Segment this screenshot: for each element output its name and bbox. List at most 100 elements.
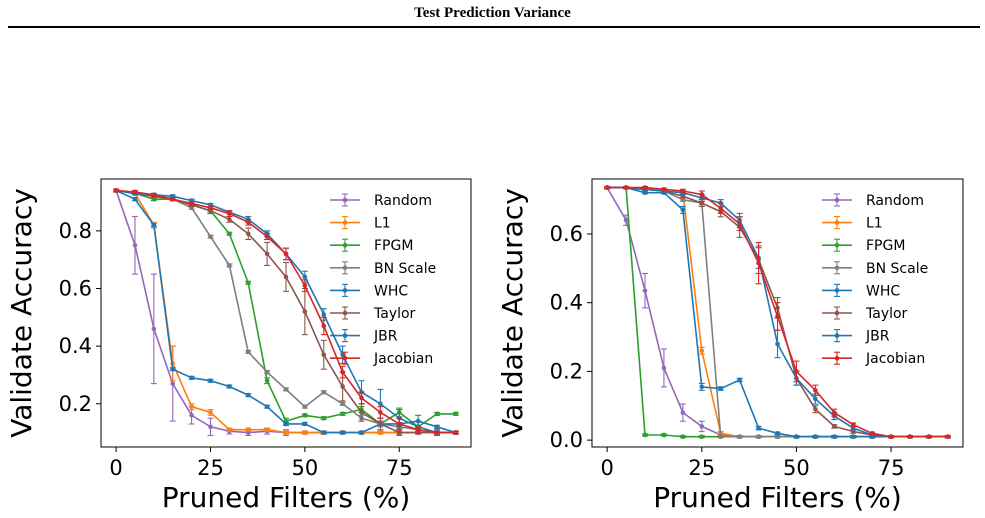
chart1-data-point bbox=[680, 410, 686, 415]
chart0-legend-label: BN Scale bbox=[374, 261, 436, 277]
chart0-data-point bbox=[434, 430, 440, 435]
chart0-data-point bbox=[434, 411, 440, 417]
chart0-data-point bbox=[264, 234, 270, 239]
chart0-data-point bbox=[170, 366, 176, 372]
chart1-legend-label: WHC bbox=[866, 283, 900, 299]
chart1-data-point bbox=[775, 341, 780, 347]
chart1-data-point bbox=[775, 430, 780, 436]
chart0-data-point bbox=[132, 242, 138, 248]
chart0-data-point bbox=[264, 378, 270, 384]
chart0-data-point bbox=[189, 375, 194, 381]
chart1-data-point bbox=[680, 207, 686, 213]
chart1-data-point bbox=[680, 434, 686, 439]
chart1-x-axis-label: Pruned Filters (%) bbox=[653, 481, 902, 514]
title-rule bbox=[8, 26, 980, 28]
chart0-legend-label: Random bbox=[374, 193, 432, 209]
chart0-data-point bbox=[283, 387, 289, 392]
chart1-data-point bbox=[699, 200, 705, 206]
chart1-data-point bbox=[813, 396, 818, 402]
chart0-data-point bbox=[227, 211, 232, 216]
chart0-data-point bbox=[283, 251, 289, 257]
chart0-data-point bbox=[434, 424, 440, 430]
chart0-y-tick-label: 0.8 bbox=[59, 219, 92, 243]
chart0-data-point bbox=[132, 189, 138, 195]
chart1-data-point bbox=[661, 432, 667, 438]
chart1-legend: Random L1 FPGM BN Scale WHC Taylor JBR Jacobian bbox=[822, 193, 928, 367]
chart1-data-point bbox=[813, 406, 818, 412]
chart0-x-tick-label: 50 bbox=[292, 456, 319, 480]
chart0-data-point bbox=[245, 280, 251, 286]
chart0-legend-label: JBR bbox=[373, 329, 398, 345]
chart1-data-point bbox=[794, 434, 799, 439]
chart1-data-point bbox=[831, 424, 837, 429]
chart0-data-point bbox=[208, 234, 213, 239]
chart0-data-point bbox=[283, 430, 289, 435]
chart1-data-point bbox=[756, 425, 761, 431]
chart1-data-point bbox=[945, 434, 951, 439]
chart0-data-point bbox=[208, 410, 213, 415]
chart1-legend-label: Jacobian bbox=[865, 351, 925, 367]
chart1-data-point bbox=[699, 192, 705, 197]
chart1-x-tick-label: 25 bbox=[688, 456, 715, 480]
chart1-data-point bbox=[850, 425, 856, 431]
chart1-data-point bbox=[907, 434, 913, 439]
chart1-data-point bbox=[642, 432, 648, 438]
chart1-series-jacobian bbox=[604, 185, 951, 439]
chart0-data-point bbox=[170, 196, 176, 202]
chart1-data-point bbox=[831, 434, 837, 439]
chart0-legend-label: L1 bbox=[374, 216, 391, 232]
chart0-data-point bbox=[227, 231, 232, 237]
chart1-data-point bbox=[737, 221, 742, 226]
chart0-data-point bbox=[245, 392, 251, 398]
chart0-data-point bbox=[113, 188, 119, 193]
chart0-data-point bbox=[283, 421, 289, 427]
chart0-legend-marker bbox=[342, 220, 348, 225]
chart0-x-axis-label: Pruned Filters (%) bbox=[162, 481, 411, 514]
chart0-data-point bbox=[302, 421, 308, 427]
chart0-x-tick-label: 0 bbox=[109, 456, 122, 480]
chart1-data-point bbox=[850, 434, 856, 439]
chart0-data-point bbox=[189, 413, 194, 418]
chart1-legend-marker bbox=[834, 220, 840, 225]
chart0-data-point bbox=[378, 401, 383, 407]
chart1-data-point bbox=[813, 434, 818, 439]
chart0-legend-marker bbox=[342, 265, 348, 271]
chart0-data-point bbox=[302, 430, 308, 435]
page-title: Test Prediction Variance bbox=[414, 5, 571, 21]
chart1-legend-label: BN Scale bbox=[866, 261, 928, 277]
chart0-legend-marker bbox=[342, 355, 348, 361]
chart1-data-point bbox=[680, 197, 686, 202]
chart0-data-point bbox=[227, 384, 232, 389]
chart1-legend-marker bbox=[834, 310, 840, 316]
chart1-data-point bbox=[661, 187, 667, 192]
chart1-y-axis-label: Validate Accuracy bbox=[496, 188, 529, 438]
chart1-data-point bbox=[642, 288, 648, 293]
chart0-data-point bbox=[245, 231, 251, 237]
chart1-x-tick-label: 75 bbox=[878, 456, 905, 480]
chart0-data-point bbox=[245, 349, 251, 355]
chart0-data-point bbox=[245, 219, 251, 225]
chart1-plot-frame bbox=[591, 178, 964, 448]
chart0-data-point bbox=[302, 404, 308, 409]
chart0-legend-marker bbox=[342, 242, 348, 248]
chart1-legend-label: JBR bbox=[865, 329, 890, 345]
chart0-legend-marker bbox=[342, 288, 348, 293]
chart1-data-point bbox=[718, 386, 724, 391]
chart0-data-point bbox=[340, 401, 345, 407]
chart0-data-point bbox=[359, 410, 364, 415]
chart1-data-point bbox=[813, 388, 818, 393]
chart1-y-tick-label: 0.4 bbox=[550, 291, 583, 315]
chart1-data-point bbox=[737, 377, 742, 383]
chart1-legend-label: FPGM bbox=[866, 238, 905, 254]
chart1-data-point bbox=[623, 185, 629, 190]
chart1-legend-marker bbox=[834, 242, 840, 248]
chart1-data-point bbox=[718, 205, 724, 211]
chart1-legend-marker bbox=[834, 265, 840, 271]
chart1-legend-label: L1 bbox=[866, 216, 883, 232]
chart1-legend-marker bbox=[834, 333, 840, 338]
chart0-data-point bbox=[321, 389, 327, 395]
chart0-data-point bbox=[189, 201, 194, 206]
chart1-data-point bbox=[831, 410, 837, 415]
chart0-data-point bbox=[302, 274, 308, 280]
